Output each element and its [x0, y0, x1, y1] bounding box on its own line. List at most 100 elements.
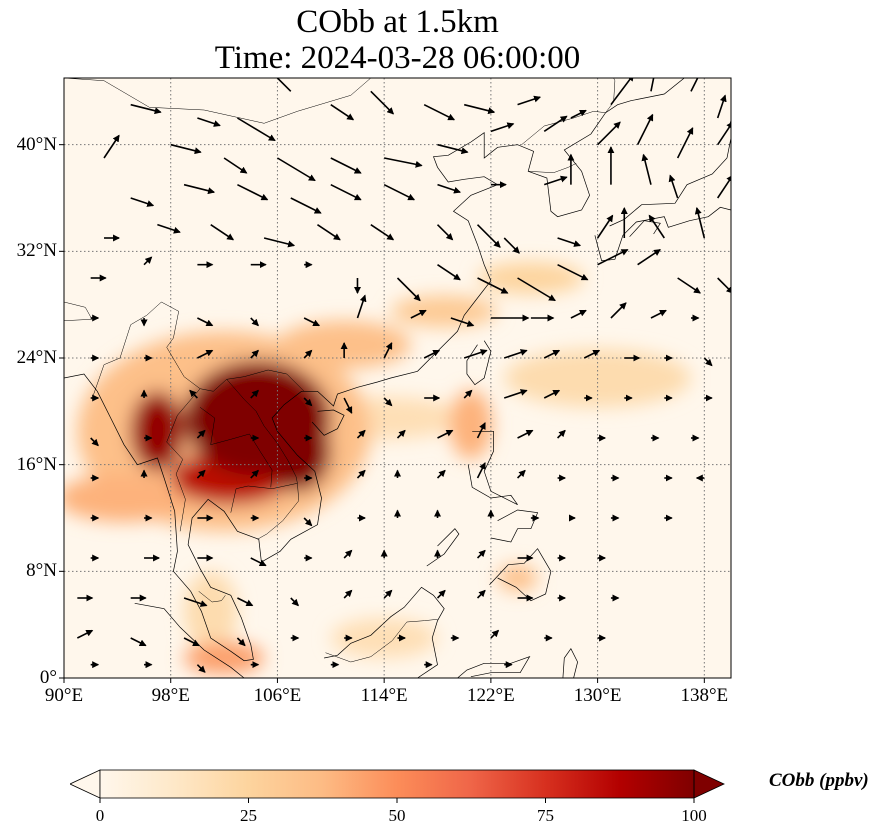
wind-arrow — [189, 389, 198, 399]
wind-arrow — [303, 397, 313, 407]
wind-arrow — [290, 197, 322, 214]
wind-arrow — [437, 264, 461, 281]
coastline-sulawesi — [457, 656, 531, 678]
colorbar-tick-label: 50 — [388, 806, 406, 825]
wind-arrow — [490, 122, 515, 133]
wind-arrow — [130, 637, 147, 647]
field-region-laos-vietnam — [264, 411, 331, 492]
wind-arrow — [517, 277, 556, 302]
wind-arrow — [250, 349, 259, 359]
wind-arrow — [250, 389, 259, 399]
wind-arrow — [476, 462, 486, 479]
wind-arrow — [437, 429, 454, 439]
wind-arrow — [503, 237, 520, 254]
wind-arrow — [370, 224, 395, 241]
wind-arrow — [103, 134, 120, 159]
gridlines — [64, 78, 731, 678]
wind-arrow — [197, 317, 214, 327]
colorbar-tick-label: 75 — [537, 806, 554, 825]
border-cambodia — [230, 482, 300, 540]
border-borneo-interior — [325, 619, 438, 663]
wind-arrow — [436, 224, 454, 241]
wind-arrow — [490, 629, 500, 639]
wind-arrow — [423, 103, 456, 121]
wind-arrow — [610, 78, 635, 106]
wind-arrow — [183, 183, 216, 195]
wind-arrow — [690, 78, 699, 92]
wind-arrow — [694, 207, 706, 239]
wind-arrow — [648, 214, 665, 239]
border-china-korea — [521, 111, 606, 145]
wind-arrow — [583, 349, 601, 359]
coastline-mainland-asia — [64, 78, 685, 662]
coastline-luzon — [467, 430, 518, 506]
wind-arrow — [210, 224, 235, 241]
border-laos-vietnam — [226, 379, 298, 484]
colorbar-tick-marks — [99, 798, 695, 803]
wind-arrow — [396, 429, 406, 439]
wind-arrow — [476, 589, 486, 599]
wind-arrow — [437, 143, 469, 155]
wind-arrow — [437, 183, 461, 194]
wind-arrow — [250, 317, 259, 327]
border-nepal-bhutan — [64, 301, 93, 321]
border-china-mongolia — [64, 78, 371, 124]
colorbar-tick-label: 25 — [240, 806, 257, 825]
wind-arrow — [517, 95, 542, 106]
wind-arrow — [183, 637, 200, 647]
wind-arrow — [570, 309, 587, 319]
country-borders — [64, 78, 616, 663]
map-title-line-2: Time: 2024-03-28 06:00:00 — [214, 40, 581, 76]
coastline-hokkaido — [729, 118, 731, 125]
wind-arrow — [476, 224, 501, 248]
wind-arrow — [356, 469, 366, 479]
wind-arrow — [384, 157, 423, 168]
colorbar-gradient — [100, 770, 694, 798]
wind-arrow — [76, 629, 94, 639]
wind-arrow — [463, 349, 488, 359]
wind-arrow — [317, 224, 341, 241]
wind-arrow — [130, 197, 155, 207]
wind-arrow — [436, 589, 446, 599]
wind-arrow — [650, 78, 655, 92]
lat-tick-label: 40°N — [16, 133, 57, 155]
wind-arrow — [250, 469, 259, 479]
wind-arrow — [423, 349, 441, 359]
wind-arrow — [383, 183, 416, 201]
border-laos-thailand — [199, 407, 273, 488]
wind-arrow — [676, 127, 694, 159]
border-china-laos-vietnam — [213, 369, 305, 392]
wind-arrow — [343, 397, 353, 414]
lon-tick-label: 90°E — [44, 685, 84, 706]
colorbar-extend-low — [70, 769, 101, 799]
field-region-east-china-plume — [477, 262, 585, 294]
wind-arrow — [636, 113, 654, 146]
wind-arrow — [330, 183, 362, 201]
wind-arrow — [383, 397, 393, 407]
border-india-myanmar — [93, 301, 162, 396]
wind-arrow — [236, 637, 246, 647]
border-china-russia — [605, 78, 616, 113]
wind-arrow — [330, 104, 355, 121]
coastline-taiwan — [466, 340, 492, 386]
wind-arrow — [650, 309, 667, 319]
coastline-honshu-sea — [609, 137, 731, 227]
wind-arrow — [716, 174, 731, 199]
wind-arrow — [383, 589, 393, 599]
wind-arrow — [596, 214, 614, 239]
coastline-kyushu-honshu — [594, 206, 731, 262]
lon-tick-label: 130°E — [573, 685, 622, 706]
lat-tick-label: 24°N — [16, 347, 57, 368]
wind-arrow — [703, 357, 713, 367]
wind-arrow — [263, 237, 296, 248]
coastline-borneo — [324, 586, 445, 678]
wind-arrow — [463, 389, 473, 399]
wind-arrow — [396, 277, 421, 302]
wind-arrow — [303, 317, 321, 327]
wind-arrow — [343, 549, 353, 559]
wind-arrow — [276, 78, 292, 92]
wind-arrow — [250, 557, 267, 567]
wind-arrow — [543, 389, 561, 399]
coastlines — [64, 78, 731, 678]
wind-arrow — [450, 317, 475, 327]
